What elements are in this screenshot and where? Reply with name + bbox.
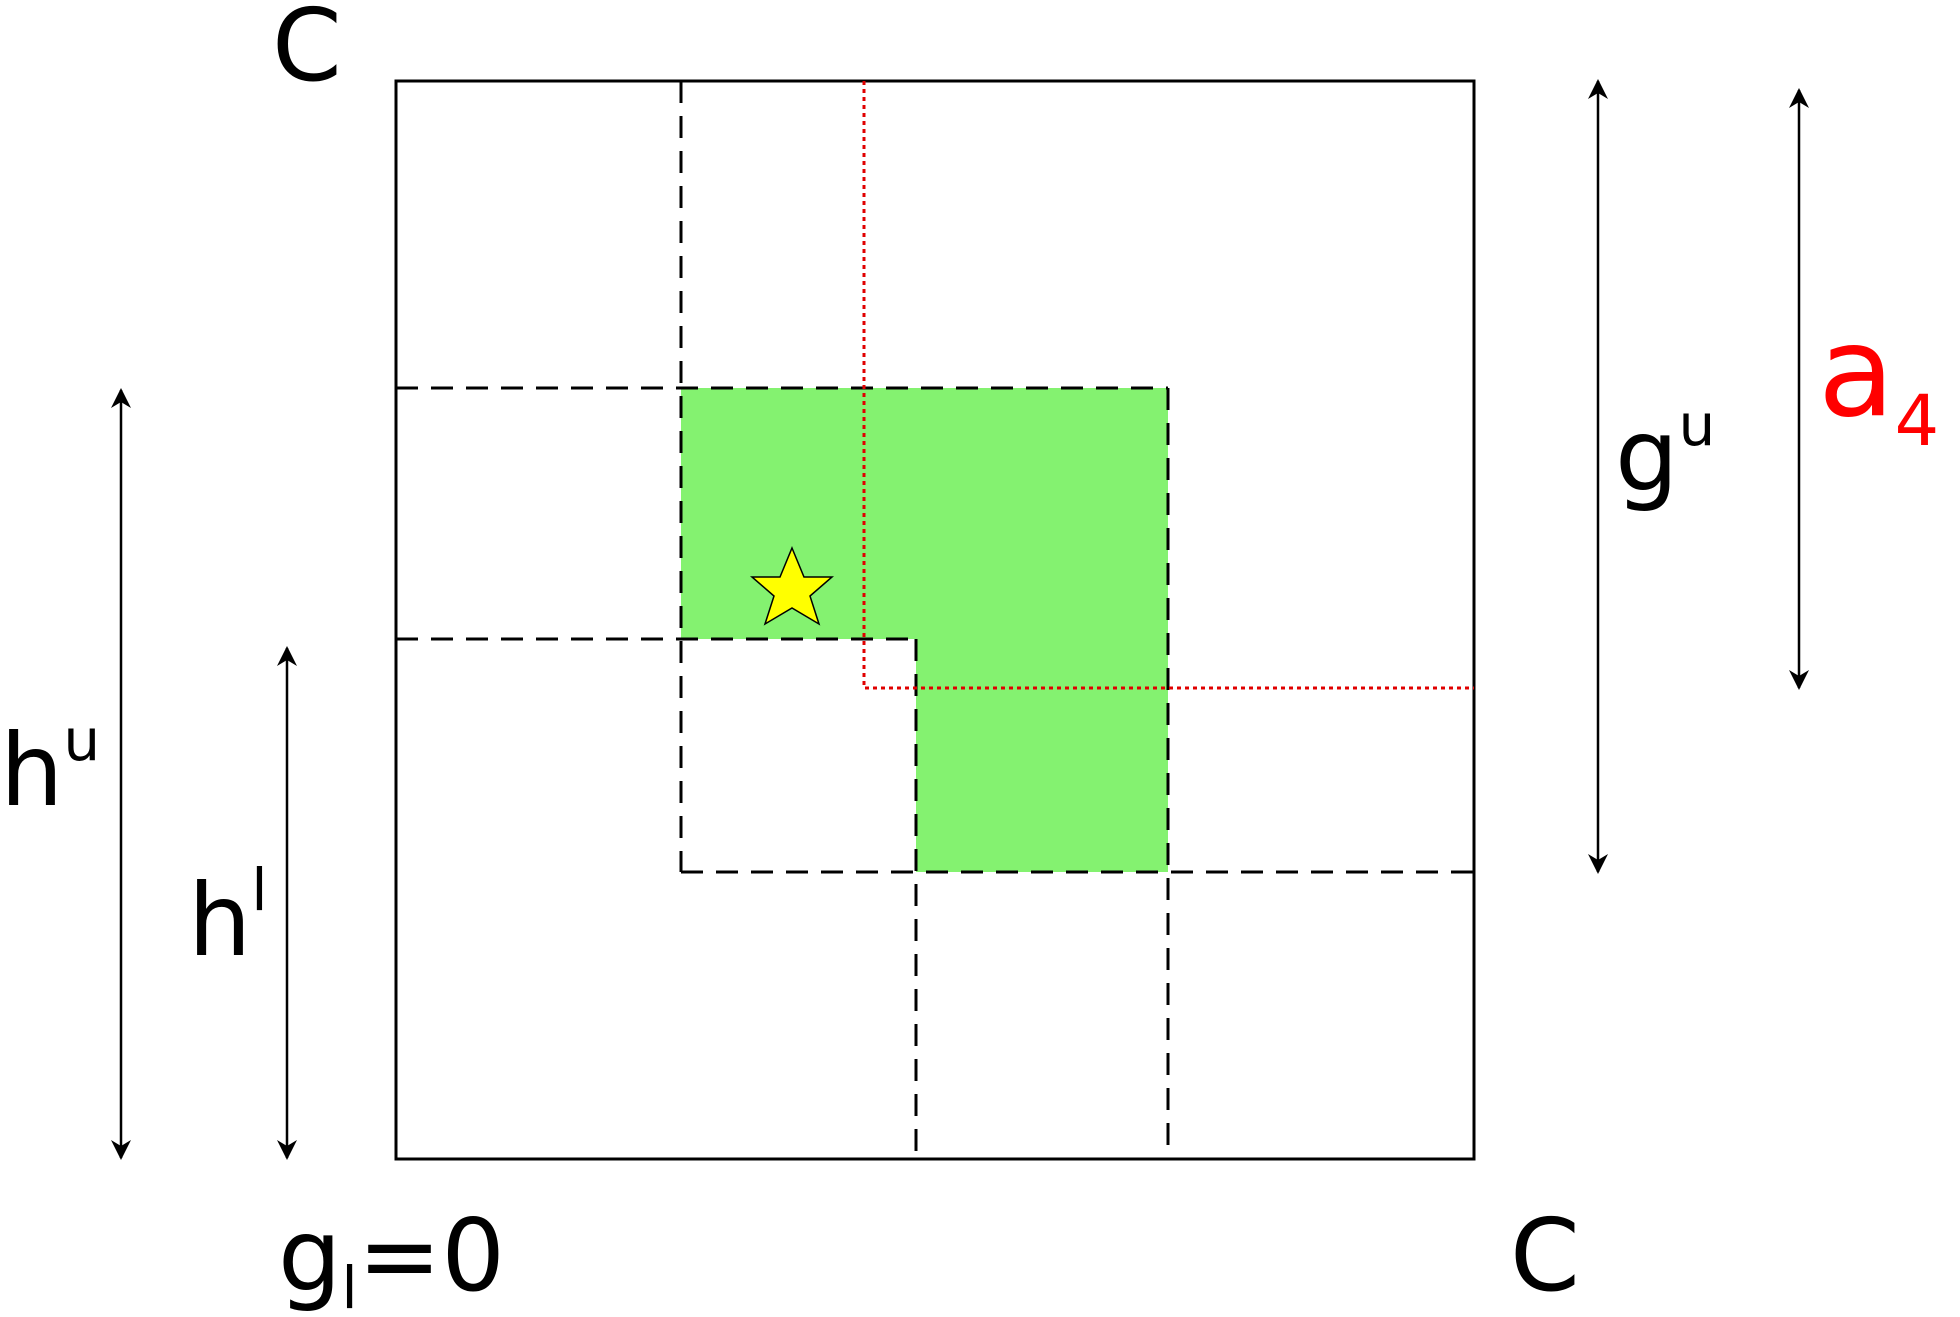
h-upper-sup: u [63,706,100,774]
g-lower-rest: =0 [358,1197,505,1312]
dashed-grid [396,81,1474,1159]
a-sub: 4 [1895,380,1940,462]
a-base: a [1818,300,1895,445]
corner-label-right: C [1510,1197,1580,1312]
dimension-arrows [111,79,1809,1160]
shaded-region [681,388,1168,872]
g-upper-sup: u [1678,391,1715,459]
h-lower-sup: l [251,856,267,924]
g-lower-base: g [278,1197,341,1312]
outer-square [394,79,1476,1161]
h-upper-base: h [0,712,63,829]
red-dotted-line [862,81,1474,690]
h-lower-base: h [188,862,251,979]
star-icon [749,546,835,626]
g-lower-sub: l [341,1254,357,1312]
corner-label-top: C [272,0,342,104]
h-upper-label: hu [0,706,100,829]
a-label: a4 [1818,300,1939,462]
g-upper-base: g [1615,397,1678,514]
h-lower-label: hl [188,856,268,979]
g-lower-label: gl=0 [278,1197,505,1312]
g-upper-label: gu [1615,391,1715,514]
